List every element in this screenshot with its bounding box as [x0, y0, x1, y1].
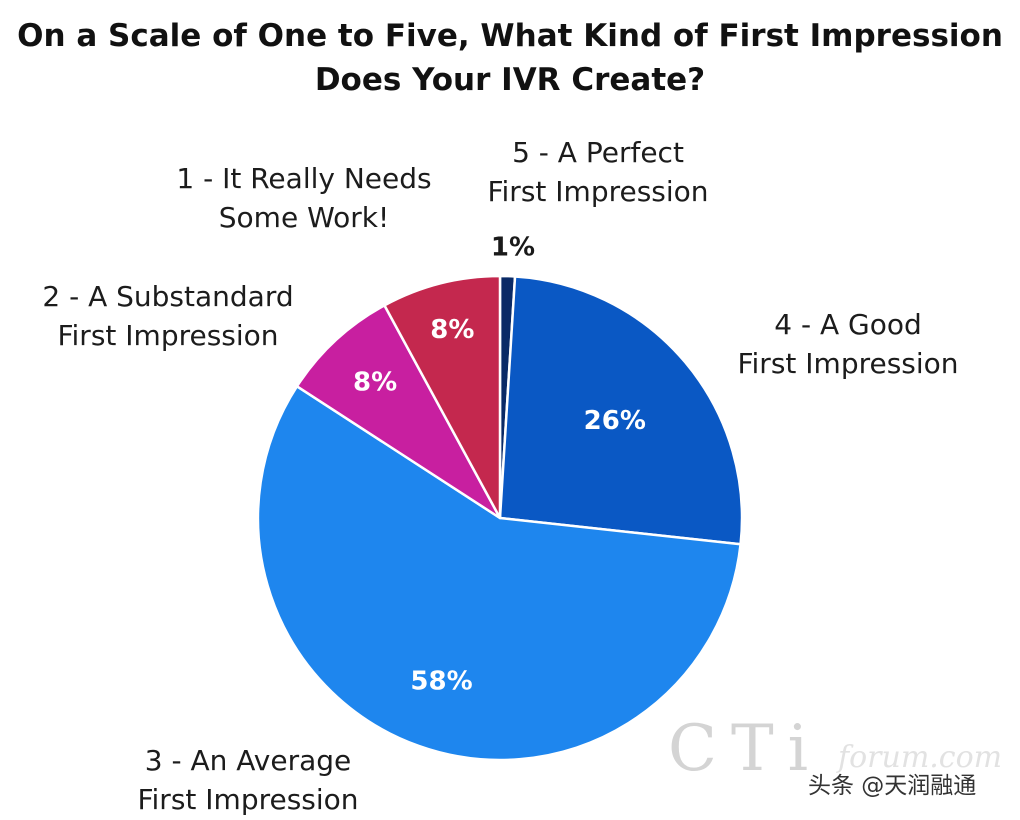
category-label-five-line-1: 5 - A Perfect [512, 136, 684, 169]
category-label-two: 2 - A Substandard First Impression [42, 280, 293, 352]
chart-title-line-1: On a Scale of One to Five, What Kind of … [17, 18, 1003, 54]
source-watermark: 头条 @天润融通 [808, 773, 977, 799]
cti-watermark-domain: forum.com [838, 740, 1003, 775]
category-label-five-line-2: First Impression [487, 175, 708, 208]
value-label-three: 58% [410, 667, 472, 697]
category-label-three: 3 - An Average First Impression [137, 744, 358, 816]
chart-title-line-2: Does Your IVR Create? [314, 62, 706, 98]
category-label-three-line-2: First Impression [137, 783, 358, 816]
category-label-four: 4 - A Good First Impression [737, 308, 958, 380]
category-label-two-line-1: 2 - A Substandard [42, 280, 293, 313]
pie-slice-one [383, 274, 502, 520]
value-label-two: 8% [353, 367, 397, 397]
value-label-four: 26% [584, 406, 646, 436]
value-label-one: 8% [430, 315, 474, 345]
pie-slice-two [295, 304, 502, 520]
chart-title: On a Scale of One to Five, What Kind of … [0, 14, 1020, 102]
category-label-two-line-2: First Impression [57, 319, 278, 352]
cti-watermark-logo: CTi [668, 712, 823, 786]
value-label-five: 1% [491, 233, 535, 263]
category-label-five: 5 - A Perfect First Impression [487, 136, 708, 208]
pie-slice-three [256, 385, 742, 762]
category-label-four-line-2: First Impression [737, 347, 958, 380]
category-label-four-line-1: 4 - A Good [774, 308, 922, 341]
category-label-one-line-1: 1 - It Really Needs [176, 162, 431, 195]
category-label-three-line-1: 3 - An Average [145, 744, 352, 777]
category-label-one: 1 - It Really Needs Some Work! [176, 162, 431, 234]
category-label-one-line-2: Some Work! [219, 201, 389, 234]
pie-slice-four [498, 275, 744, 546]
